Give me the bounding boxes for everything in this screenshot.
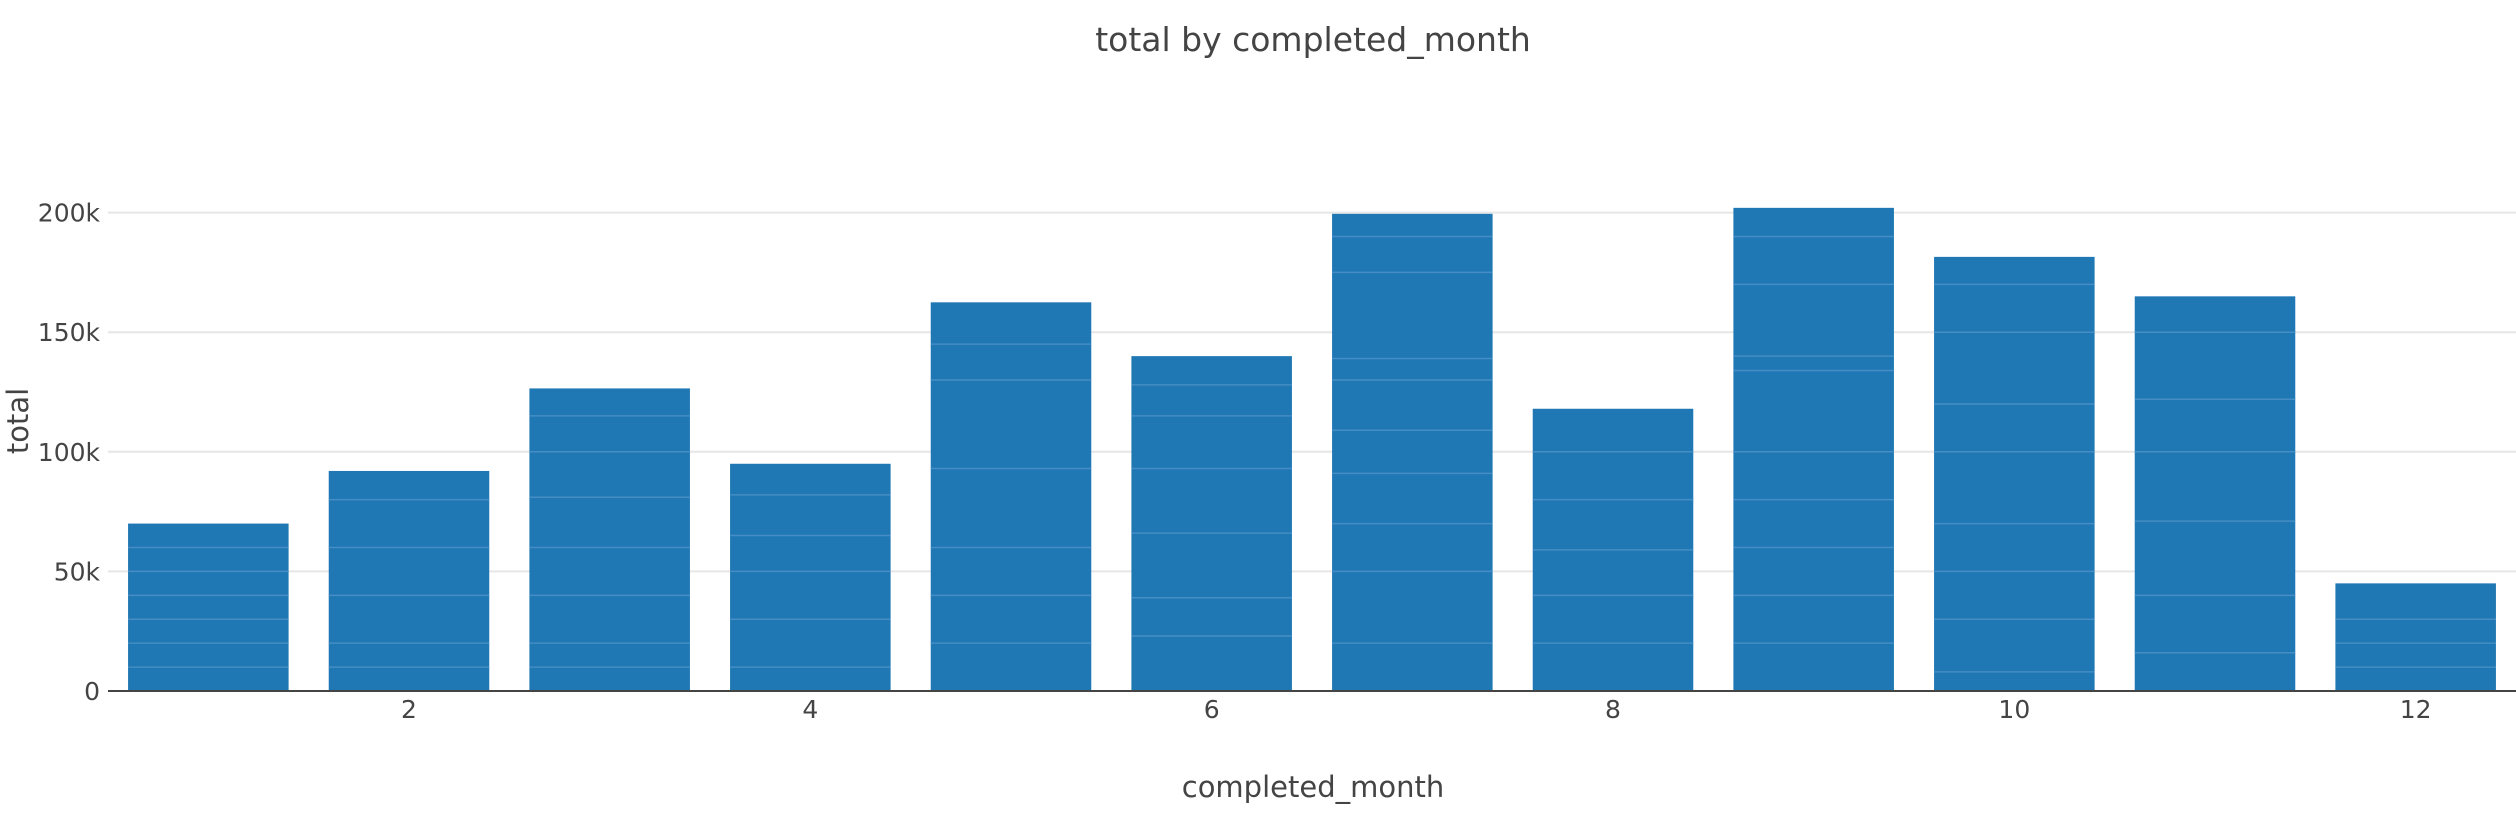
y-tick-label: 150k bbox=[38, 318, 101, 347]
bar-month-7 bbox=[1332, 213, 1493, 691]
x-tick-label: 8 bbox=[1605, 695, 1621, 724]
bar-month-6 bbox=[1131, 356, 1292, 691]
x-tick-label: 10 bbox=[1998, 695, 2030, 724]
bar-month-11 bbox=[2134, 296, 2296, 691]
y-tick-label: 100k bbox=[38, 438, 101, 467]
bars bbox=[128, 207, 2496, 692]
x-tick-label: 12 bbox=[2400, 695, 2432, 724]
bar-month-1 bbox=[128, 523, 289, 691]
y-tick-label: 200k bbox=[38, 199, 101, 228]
bar-month-9 bbox=[1733, 207, 1894, 692]
x-axis-title: completed_month bbox=[1182, 770, 1445, 804]
bar-month-5 bbox=[930, 302, 1092, 691]
y-tick-labels: 0 50k 100k 150k 200k bbox=[38, 199, 101, 706]
x-tick-labels: 2 4 6 8 10 12 bbox=[401, 695, 2432, 724]
bar-month-10 bbox=[1934, 256, 2095, 691]
chart-title: total by completed_month bbox=[1095, 20, 1531, 59]
x-tick-label: 6 bbox=[1204, 695, 1220, 724]
bar-month-2 bbox=[328, 470, 490, 691]
x-tick-label: 2 bbox=[401, 695, 417, 724]
y-axis-title: total bbox=[1, 388, 35, 454]
gridlines bbox=[108, 211, 2516, 573]
bar-month-12 bbox=[2335, 583, 2496, 691]
bar-month-3 bbox=[529, 388, 690, 691]
y-tick-label: 0 bbox=[84, 677, 100, 706]
y-tick-label: 50k bbox=[54, 557, 101, 586]
x-tick-label: 4 bbox=[802, 695, 818, 724]
bar-month-4 bbox=[730, 463, 891, 691]
